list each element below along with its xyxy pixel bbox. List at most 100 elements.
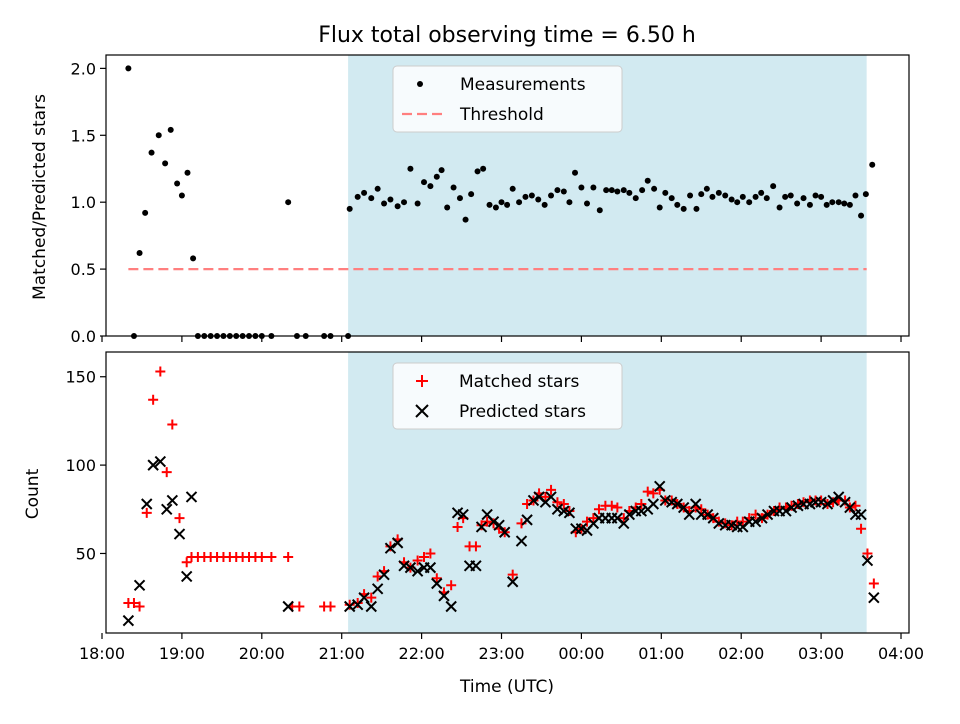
plot-frame [105, 351, 910, 634]
predicted-star-point [431, 577, 443, 590]
measurement-point [728, 196, 735, 203]
measurement-point [734, 199, 741, 206]
matched-star-point [148, 394, 159, 405]
measurement-point [862, 191, 869, 198]
predicted-star-point [161, 503, 173, 515]
measurement-point [444, 204, 451, 211]
measurement-point [468, 191, 475, 198]
measurement-point [782, 193, 789, 200]
matched-star-point [452, 521, 463, 532]
measurement-point [427, 183, 434, 190]
measurement-point [190, 255, 197, 262]
measurement-point [414, 200, 421, 207]
predicted-star-point [411, 565, 424, 577]
measurement-point [662, 189, 669, 196]
count-panel: 50 100 150 18:00 19:00 20:00 21:00 22:00 23:00 00… [65, 351, 924, 663]
measurement-point [421, 179, 428, 186]
measurement-point [806, 201, 813, 208]
matched-star-point [446, 580, 457, 591]
predicted-star-point [154, 455, 167, 468]
predicted-star-point [378, 568, 390, 581]
matched-star-point [856, 523, 867, 534]
matched-star-point [412, 555, 423, 566]
predicted-star-point [404, 561, 417, 574]
measurement-point [456, 195, 463, 202]
matched-star-point [642, 486, 653, 497]
predicted-star-point [821, 498, 834, 510]
predicted-star-point [445, 600, 457, 613]
x-tick-label: 20:00 [239, 644, 285, 663]
predicted-star-point [498, 526, 511, 538]
y-tick-label: 1.5 [71, 126, 96, 145]
predicted-star-point [855, 508, 867, 521]
matched-star-point [540, 491, 551, 502]
x-tick-label: 02:00 [718, 644, 764, 663]
measurement-point [608, 187, 615, 194]
measurement-point [739, 193, 746, 200]
measurement-point [651, 185, 658, 192]
matched-star-point [419, 552, 430, 563]
matched-star-point [344, 599, 355, 610]
legend-box [392, 362, 623, 430]
matched-star-point [552, 497, 563, 508]
predicted-star-point [515, 535, 528, 547]
measurement-point [541, 201, 548, 208]
matched-star-point [558, 498, 569, 509]
measurement-point [566, 199, 573, 206]
predicted-star-point [424, 561, 437, 574]
predicted-star-point [457, 508, 469, 521]
measurement-point [548, 192, 555, 199]
measurement-point [136, 250, 143, 257]
matched-star-point [266, 552, 277, 563]
predicted-star-point [122, 614, 135, 627]
matched-star-point [606, 500, 617, 511]
measurement-point [812, 192, 819, 199]
measurement-point [674, 201, 681, 208]
predicted-star-point [371, 583, 384, 595]
y-tick-label: 2.0 [71, 59, 96, 78]
matched-star-point [470, 541, 481, 552]
measurement-point [535, 196, 542, 203]
x-tick-label: 19:00 [159, 644, 205, 663]
predicted-star-point [185, 491, 198, 503]
measurement-point [800, 195, 807, 202]
predicted-star-point [659, 494, 672, 507]
x-tick-label: 22:00 [399, 644, 445, 663]
matched-star-point [593, 504, 604, 515]
measurement-point [758, 189, 765, 196]
measurement-point [167, 126, 174, 133]
measurement-point [698, 191, 705, 198]
legend-marker-predicted [415, 404, 429, 418]
measurement-point [554, 187, 561, 194]
predicted-star-point [689, 498, 702, 510]
measurement-point [361, 189, 368, 196]
measurement-point [184, 169, 191, 176]
predicted-star-point [166, 494, 179, 507]
matched-star-point [256, 552, 267, 563]
predicted-star-point [635, 505, 648, 517]
measurement-point [148, 149, 155, 156]
legend-box [392, 65, 623, 133]
measurement-point [174, 180, 181, 187]
x-tick-label: 03:00 [798, 644, 844, 663]
matched-star-point [588, 513, 599, 524]
measurement-point [620, 187, 627, 194]
matched-star-point [134, 601, 145, 612]
measurement-point [763, 195, 770, 202]
measurement-point [584, 200, 591, 207]
measurement-point [346, 205, 353, 212]
measurement-point [722, 192, 729, 199]
matched-star-point [696, 504, 707, 515]
legend-marker-measurements [417, 81, 423, 87]
measurement-point [285, 199, 292, 206]
measurement-point [639, 187, 646, 194]
measurement-point [632, 195, 639, 202]
measurement-point [835, 199, 842, 206]
predicted-star-point [677, 501, 690, 514]
predicted-star-point [647, 498, 660, 510]
predicted-star-point [623, 508, 636, 521]
y-axis-label-count: Count [23, 468, 43, 519]
measurement-point [752, 193, 759, 200]
matched-star-point [476, 520, 487, 531]
